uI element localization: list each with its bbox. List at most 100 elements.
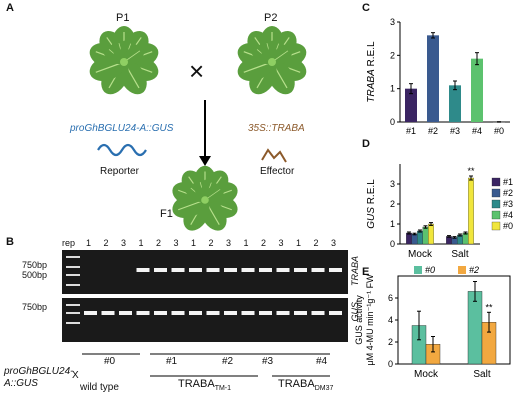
gel-band-traba <box>136 268 150 272</box>
chart-e: 0 2 4 6 Mock Salt ** #0 #2 GUS activity μM 4-MU mi… <box>354 265 511 380</box>
gel-band-gus <box>241 311 255 315</box>
legend-label: #4 <box>503 210 513 220</box>
significance-label: ** <box>485 302 493 312</box>
gel-lane-number: 3 <box>173 238 179 248</box>
bar <box>462 232 469 245</box>
bar <box>428 223 434 245</box>
bar <box>405 88 417 122</box>
legend-label: #1 <box>503 177 513 187</box>
gel-traba-tm1: TRABATM-1 <box>178 378 231 392</box>
gel-left-construct: proGhBGLU24-A::GUS <box>4 366 74 389</box>
plant-p1-icon <box>86 26 162 100</box>
chart-c: 0 1 2 3 #1 #2 #3 #4 #0 TRABA R.E.L <box>366 17 510 136</box>
x-tick-label: #4 <box>472 126 482 136</box>
chart-d: 0 1 2 3 Mock Salt ** GUS R.E.L #1#2#3#4#0 <box>366 164 513 260</box>
y-tick-label: 3 <box>390 17 395 27</box>
y-tick-label: 1 <box>390 84 395 94</box>
y-tick-label: 0 <box>390 117 395 127</box>
x-tick-label: #1 <box>406 126 416 136</box>
gel-x-mark: X <box>72 370 79 381</box>
cross-diagram <box>0 0 350 240</box>
x-tick-label: Mock <box>408 249 433 260</box>
bar <box>427 35 439 123</box>
reporter-label: Reporter <box>100 166 139 177</box>
gel-traba-tm1-sub: TM-1 <box>214 385 232 393</box>
gel-group-4: #4 <box>316 356 328 367</box>
y-axis-label-rest: R.E.L <box>366 179 377 207</box>
gel-band-gus <box>136 311 150 315</box>
gel-traba-tm1-main: TRABA <box>178 378 215 390</box>
gel-size-top-500: 500bp <box>22 270 48 280</box>
legend-swatch <box>491 199 501 209</box>
legend-swatch <box>414 266 422 274</box>
gel-lane-number: 2 <box>313 238 319 248</box>
bar <box>449 85 461 122</box>
gel-band-traba <box>189 268 202 272</box>
gel-lane-number: 2 <box>156 238 162 248</box>
y-axis-label: TRABA R.E.L <box>366 41 377 103</box>
plant-f1-icon <box>169 165 241 235</box>
bar <box>468 177 474 245</box>
gel-traba-dm37-main: TRABA <box>278 378 315 390</box>
y-axis-label-rest: R.E.L <box>366 41 377 69</box>
y-tick-label: 3 <box>390 179 395 189</box>
gel-lane-number: 1 <box>138 238 144 248</box>
gel-band-gus <box>276 311 290 315</box>
gel-rep-label: rep <box>62 238 76 248</box>
bar <box>411 233 418 245</box>
legend-swatch <box>491 177 501 187</box>
panel-label-c: C <box>362 2 370 14</box>
gel-traba-dm37-sub: DM37 <box>314 385 334 393</box>
gel-size-top-750: 750bp <box>22 260 48 270</box>
gel-ladder-band <box>66 304 80 306</box>
gel-ladder-band <box>66 266 80 268</box>
gel-band-traba <box>154 268 167 272</box>
cross-symbol: × <box>189 56 205 86</box>
effector-protein-icon <box>261 148 287 163</box>
gel-band-gus <box>171 311 185 315</box>
gel-band-traba <box>294 268 307 272</box>
gel-lane-number: 3 <box>226 238 232 248</box>
legend-swatch <box>491 188 501 198</box>
gel-lane-number: 3 <box>331 238 337 248</box>
y-axis-label-line2: μM 4-MU min⁻¹g⁻¹ FW <box>365 274 375 366</box>
gel-traba-dm37: TRABADM37 <box>278 378 333 392</box>
gel-lane-numbers: 1 2 3 1 2 3 1 2 3 1 2 3 1 2 3 <box>82 238 342 248</box>
gel-lane-number: 3 <box>121 238 127 248</box>
x-tick-label: #0 <box>494 126 504 136</box>
gel-wild-type: wild type <box>80 382 119 393</box>
legend-label: #2 <box>469 265 479 275</box>
y-tick-label: 0 <box>390 239 395 249</box>
gel-ladder-band <box>66 312 80 314</box>
x-tick-label: #3 <box>450 126 460 136</box>
gel-band-gus <box>206 311 220 315</box>
p2-label: P2 <box>264 12 278 24</box>
gel-band-gus <box>84 311 97 315</box>
legend-swatch <box>458 266 466 274</box>
gel-ladder-band <box>66 284 80 286</box>
gel-band-gus <box>119 311 132 315</box>
gel-band-gus <box>311 311 325 315</box>
bar <box>417 230 423 245</box>
gel-ladder-band <box>66 256 80 258</box>
reporter-construct: proGhBGLU24-A::GUS <box>70 123 174 134</box>
gel-band-gus <box>154 311 167 315</box>
y-axis-label: GUS R.E.L <box>366 179 377 229</box>
y-tick-label: 2 <box>390 199 395 209</box>
y-axis-label-line1: GUS activity <box>354 295 364 345</box>
legend-label: #0 <box>503 221 513 231</box>
x-tick-label: Salt <box>451 249 468 260</box>
y-tick-label: 6 <box>388 293 393 303</box>
legend-swatch <box>491 210 501 220</box>
panel-label-e: E <box>362 266 370 278</box>
plant-p2-icon <box>234 26 310 100</box>
gel-band-gus <box>101 311 115 315</box>
arrow-head-icon <box>199 156 211 166</box>
x-tick-label: Salt <box>473 369 490 380</box>
effector-label: Effector <box>260 166 295 177</box>
gel-ladder-band <box>66 322 80 324</box>
gel-group-lines <box>82 353 330 377</box>
y-tick-label: 4 <box>388 315 393 325</box>
y-axis-label-main: GUS <box>366 207 377 229</box>
gel-group-1: #1 <box>166 356 178 367</box>
